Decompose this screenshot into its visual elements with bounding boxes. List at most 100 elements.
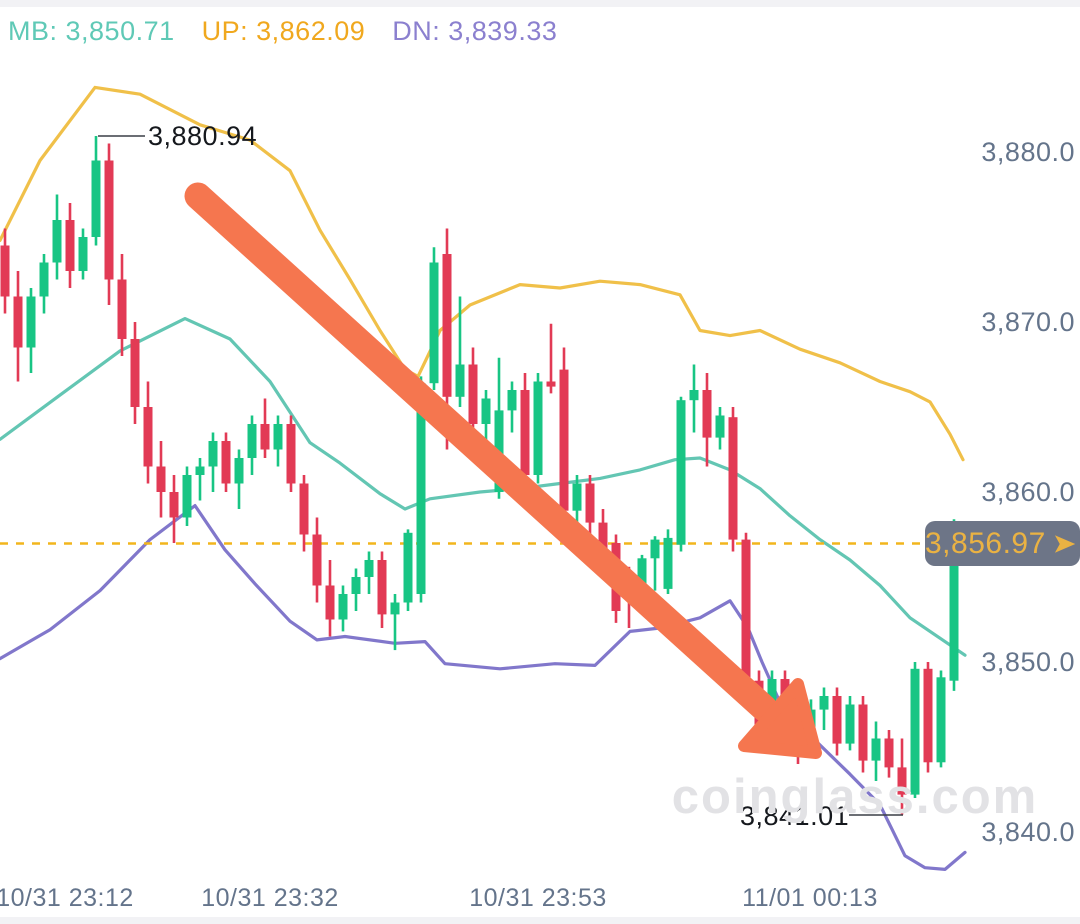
legend-item-mb: MB: 3,850.71: [8, 16, 175, 47]
candle-body: [377, 560, 387, 615]
coinglass-watermark: coinglass.com: [671, 770, 1039, 824]
time-axis-tick: 10/31 23:32: [201, 884, 339, 912]
candle-body: [130, 339, 140, 407]
candle-body: [182, 475, 192, 518]
candle-body: [728, 417, 738, 540]
candle-body: [208, 441, 218, 467]
bollinger-band-upper: [0, 85, 965, 462]
current-price-value: 3,856.97: [925, 526, 1046, 560]
time-axis-tick: 11/01 00:13: [742, 884, 878, 912]
candle-body: [689, 390, 699, 401]
legend-dn-value: 3,839.33: [448, 16, 558, 46]
candle-body: [26, 296, 36, 348]
time-axis-tick: 10/31 23:53: [469, 884, 607, 912]
current-price-badge[interactable]: 3,856.97: [925, 521, 1080, 566]
annotation-arrow-shaft: [184, 182, 778, 722]
candle-body: [871, 738, 881, 761]
candle-body: [260, 424, 270, 450]
candle-body: [533, 381, 543, 475]
candle-body: [897, 767, 907, 795]
candle-body: [364, 560, 374, 577]
candle-body: [247, 424, 257, 458]
price-axis-tick: 3,850.0: [981, 647, 1075, 677]
candle-body: [338, 594, 348, 620]
candle-body: [78, 237, 88, 271]
candle-body: [325, 585, 335, 620]
candle-body: [195, 466, 205, 475]
candle-body: [416, 383, 426, 594]
candle-body: [39, 262, 49, 297]
legend-dn-label: DN:: [392, 16, 441, 46]
candle-body: [351, 577, 361, 594]
candle-body: [468, 364, 478, 424]
time-axis-tick: 10/31 23:12: [0, 884, 134, 912]
candle-body: [819, 696, 829, 710]
candle-body: [936, 677, 946, 763]
bollinger-band-middle: [0, 317, 967, 657]
candle-body: [676, 400, 686, 545]
arrow-right-icon: [1054, 534, 1076, 553]
candle-body: [286, 424, 296, 484]
candle-body: [481, 398, 491, 424]
candle-body: [663, 537, 673, 589]
candle-body: [312, 534, 322, 586]
price-axis-tick: 3,860.0: [981, 477, 1075, 507]
price-axis-tick: 3,870.0: [981, 307, 1075, 337]
candle-body: [143, 407, 153, 467]
candle-body: [923, 668, 933, 763]
candle-body: [559, 369, 569, 511]
candle-body: [455, 364, 465, 397]
candle-body: [572, 483, 582, 511]
candle-body: [65, 220, 75, 271]
candle-body: [442, 254, 452, 397]
candle-body: [507, 390, 517, 411]
candle-body: [299, 483, 309, 535]
candle-body: [715, 415, 725, 438]
candle-body: [585, 483, 595, 523]
candle-body: [845, 704, 855, 744]
legend-item-dn: DN: 3,839.33: [392, 16, 557, 47]
candle-body: [13, 296, 23, 348]
candle-body: [858, 704, 868, 761]
candle-body: [546, 381, 556, 387]
candle-body: [156, 466, 166, 492]
candle-body: [403, 532, 413, 603]
candle-body: [949, 543, 959, 681]
legend-mb-value: 3,850.71: [65, 16, 175, 46]
candle-body: [741, 539, 751, 681]
price-axis-tick: 3,840.0: [981, 817, 1075, 847]
candle-body: [0, 245, 10, 297]
candle-body: [637, 558, 647, 589]
legend-up-label: UP:: [201, 16, 249, 46]
session-low-label: 3,841.01: [740, 801, 850, 831]
annotation-arrow-head: [738, 678, 822, 759]
bottom-edge-strip: [0, 917, 1080, 924]
candle-body: [702, 390, 712, 438]
legend-mb-label: MB:: [8, 16, 58, 46]
price-axis-tick: 3,880.0: [981, 137, 1075, 167]
candle-body: [832, 696, 842, 744]
candle-body: [390, 602, 400, 615]
top-edge-strip: [0, 0, 1080, 7]
candle-body: [117, 279, 127, 339]
price-axis[interactable]: 3,880.0 3,870.0 3,860.0 3,850.0 3,840.0: [970, 0, 1080, 924]
candle-body: [169, 492, 179, 518]
candle-body: [429, 262, 439, 384]
time-axis[interactable]: 10/31 23:12 10/31 23:32 10/31 23:53 11/0…: [0, 884, 1080, 918]
session-high-label: 3,880.94: [148, 121, 258, 151]
bollinger-band-lower: [0, 504, 967, 872]
legend-item-up: UP: 3,862.09: [202, 16, 366, 47]
candle-body: [520, 390, 530, 475]
candle-body: [52, 220, 62, 263]
legend-up-value: 3,862.09: [256, 16, 366, 46]
candle-body: [234, 458, 244, 484]
candle-body: [91, 160, 101, 237]
candle-body: [221, 441, 231, 484]
candle-body: [910, 668, 920, 795]
candle-body: [650, 539, 660, 559]
candle-body: [273, 424, 283, 450]
candle-body: [104, 160, 114, 280]
bollinger-legend: MB: 3,850.71 UP: 3,862.09 DN: 3,839.33: [8, 16, 557, 47]
